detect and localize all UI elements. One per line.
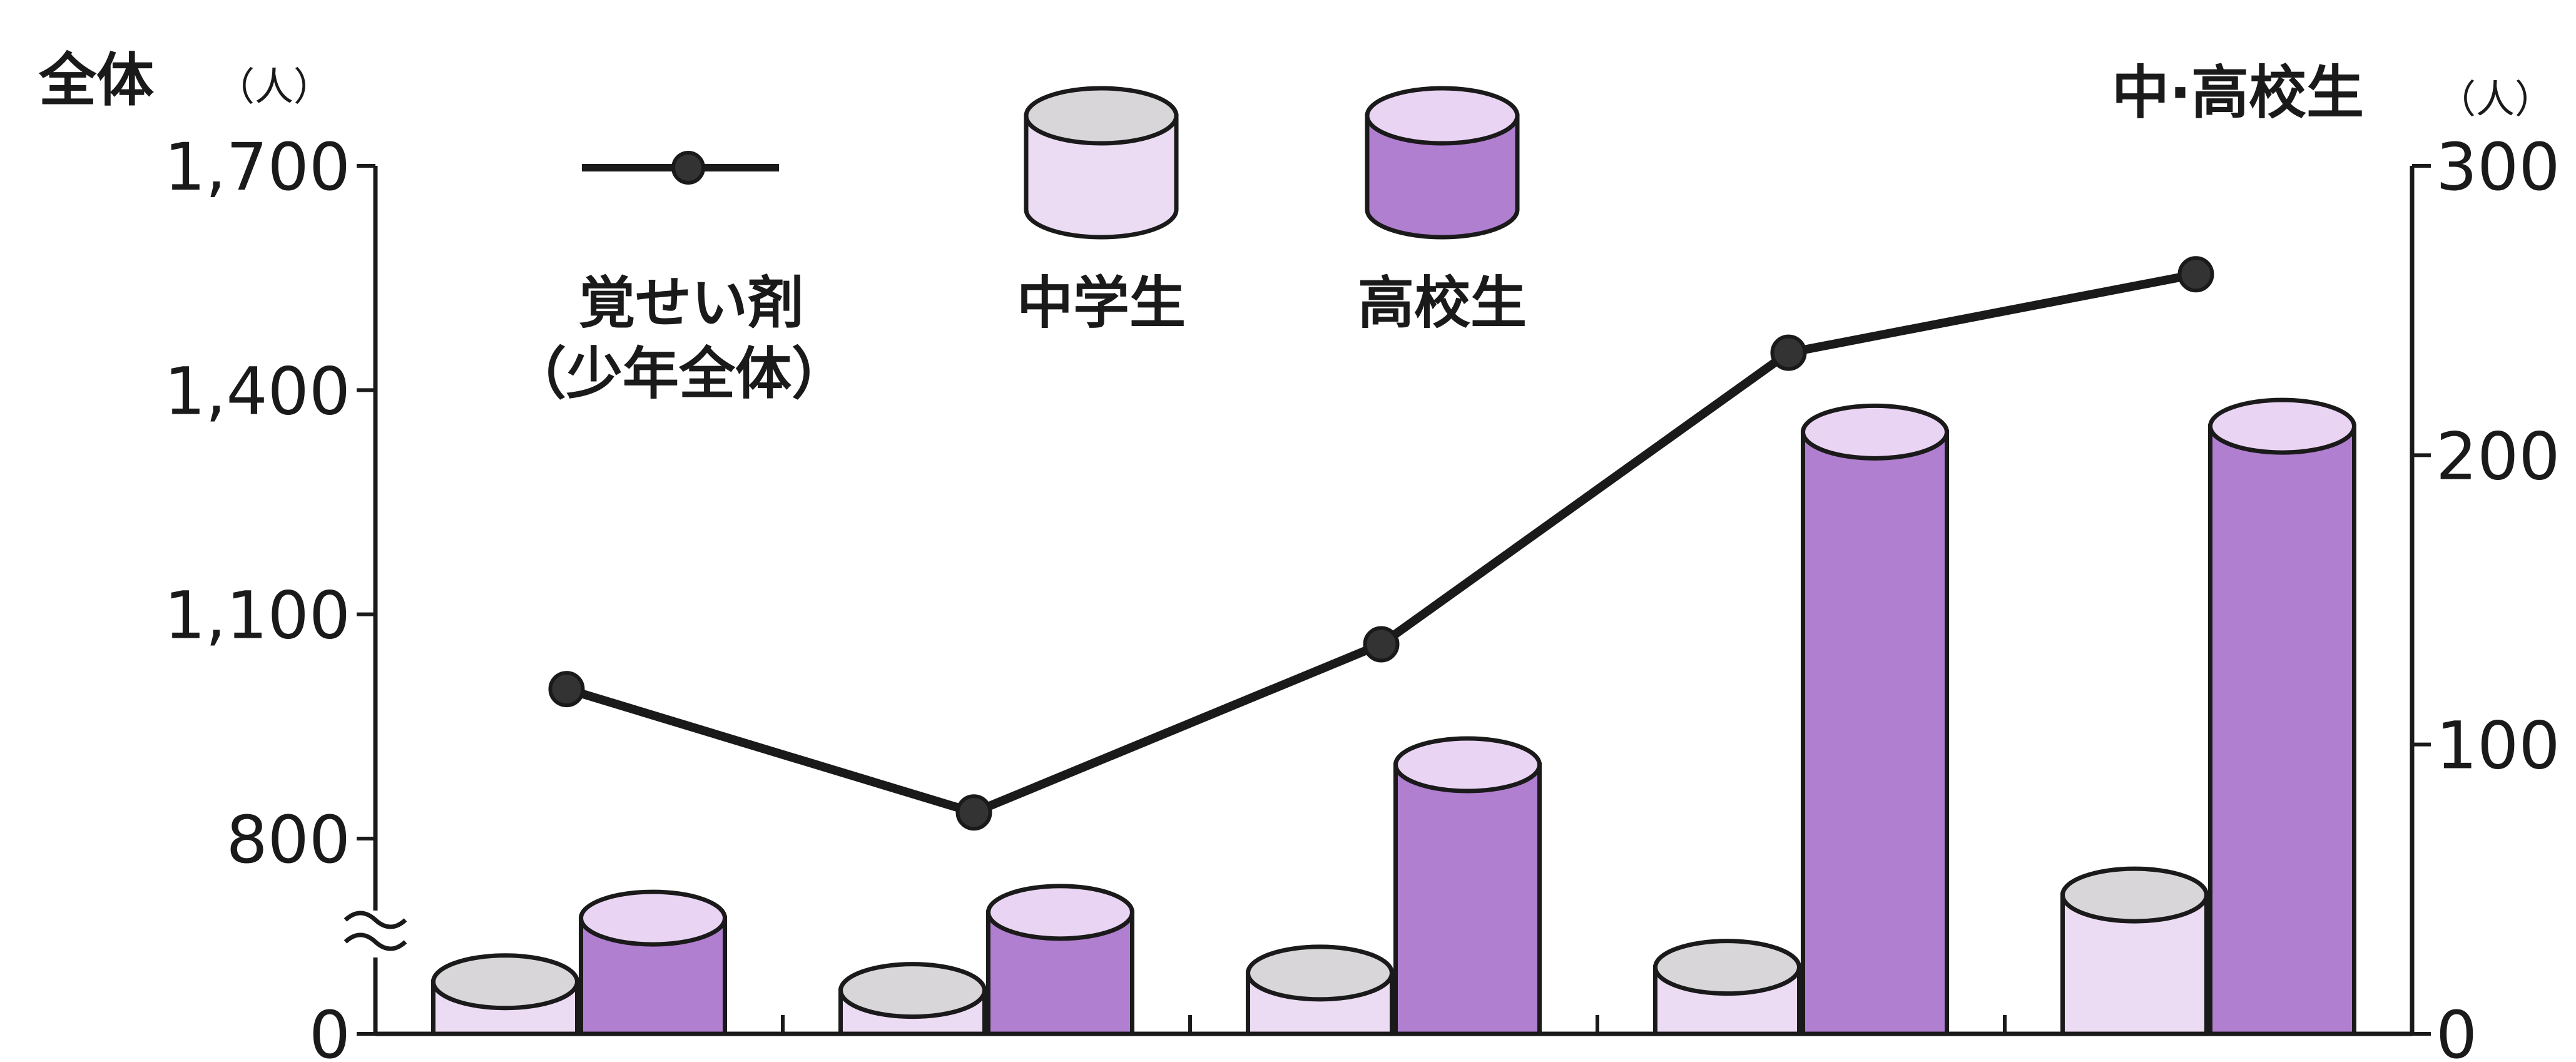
legend-high-school-cylinder-body xyxy=(1365,113,1520,240)
high-school-bar xyxy=(986,884,1134,1036)
line-series-point xyxy=(2177,256,2214,293)
high-school-bar-body xyxy=(1393,762,1542,1036)
high-school-bar xyxy=(1801,403,1949,1036)
high-school-bar-top xyxy=(1393,736,1542,794)
left-axis-tick-label: 0 xyxy=(309,997,350,1062)
junior-high-bar xyxy=(1246,944,1394,1036)
legend-junior-high-cylinder-body xyxy=(1024,113,1179,240)
legend: 覚せい剤 （少年全体） 中学生 高校生 xyxy=(510,86,1527,407)
junior-high-bar-top xyxy=(838,962,987,1019)
high-school-bar-top xyxy=(2208,397,2356,455)
junior-high-bar-top xyxy=(1653,939,1801,996)
legend-junior-high-cylinder-top xyxy=(1024,86,1179,146)
legend-junior-high-swatch xyxy=(1024,86,1179,240)
junior-high-bar xyxy=(838,962,987,1036)
axis-break-mark-1 xyxy=(344,911,407,929)
junior-high-bar-top xyxy=(2060,866,2209,924)
legend-high-school-label: 高校生 xyxy=(1358,270,1527,336)
left-axis-tick-label: 800 xyxy=(226,802,350,878)
right-axis-tick-label: 300 xyxy=(2436,129,2560,205)
line-series-point xyxy=(1770,334,1807,371)
legend-high-school-cylinder-top xyxy=(1365,86,1520,146)
right-axis-tick-label: 0 xyxy=(2436,997,2477,1062)
legend-line-label-1: 覚せい剤 xyxy=(579,270,804,336)
right-axis-unit: （人） xyxy=(2437,76,2553,122)
junior-high-bar xyxy=(2060,866,2209,1036)
right-axis-title: 中·高校生 xyxy=(2112,59,2364,126)
line-series xyxy=(548,256,2214,831)
high-school-bar xyxy=(2208,397,2356,1036)
high-school-bar-top xyxy=(1801,403,1949,461)
left-axis-title: 全体 xyxy=(38,47,154,114)
legend-high-school-swatch xyxy=(1365,86,1520,240)
left-axis-tick-label: 1,700 xyxy=(164,129,350,205)
legend-line-marker xyxy=(671,151,705,185)
high-school-bar xyxy=(1393,736,1542,1036)
junior-high-bar xyxy=(431,953,579,1036)
high-school-bar xyxy=(579,889,727,1036)
left-axis-tick-label: 1,100 xyxy=(164,578,350,654)
right-axis-tick-label: 200 xyxy=(2436,418,2560,494)
high-school-bar-top xyxy=(579,889,727,947)
high-school-bar-body xyxy=(1801,429,1949,1036)
junior-high-bar xyxy=(1653,939,1801,1036)
legend-junior-high-label: 中学生 xyxy=(1017,270,1186,336)
left-axis-unit: （人） xyxy=(216,64,332,110)
right-axis-tick-label: 100 xyxy=(2436,708,2560,784)
high-school-bar-top xyxy=(986,884,1134,941)
axis-break-mark-2 xyxy=(344,932,407,951)
junior-high-bar-top xyxy=(1246,944,1394,1002)
line-series-point xyxy=(1363,626,1400,663)
line-series-point xyxy=(548,671,585,708)
high-school-bar-body xyxy=(2208,424,2356,1036)
bars xyxy=(431,397,2356,1036)
left-axis-tick-label: 1,400 xyxy=(164,353,350,429)
line-series-point xyxy=(955,794,992,831)
junior-high-bar-top xyxy=(431,953,579,1011)
legend-line-label-2: （少年全体） xyxy=(510,341,848,407)
